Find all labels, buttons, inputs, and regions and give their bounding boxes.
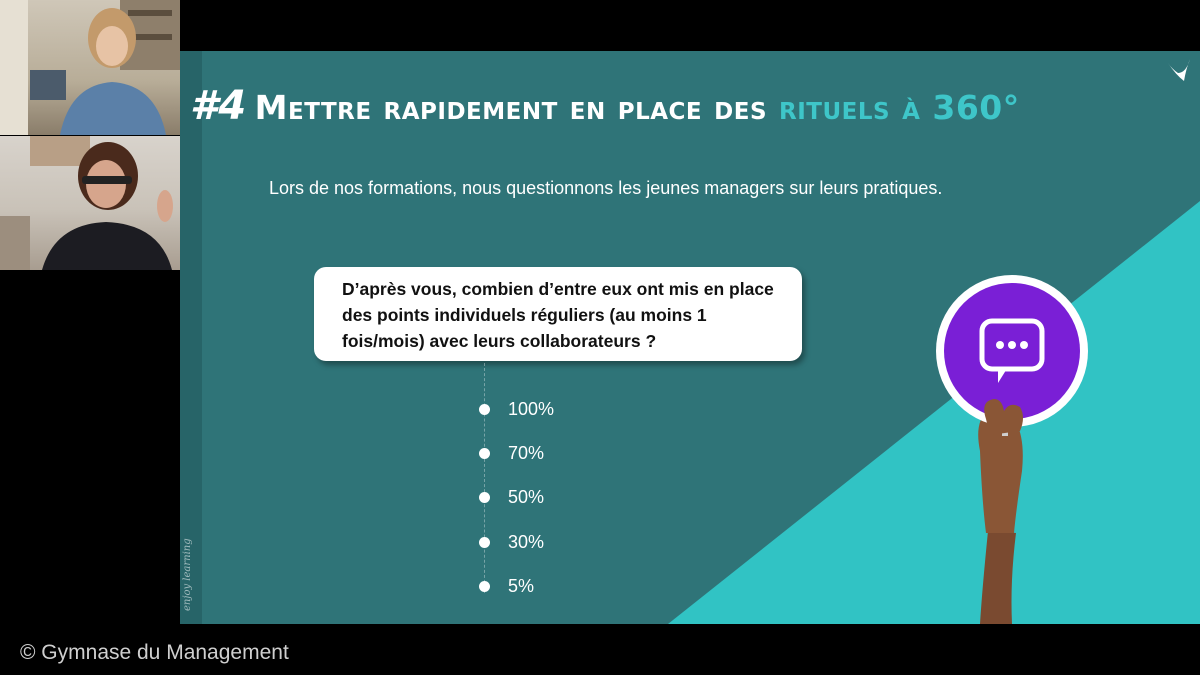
bullet-dot (479, 536, 490, 548)
question-box: D’après vous, combien d’entre eux ont mi… (314, 267, 802, 361)
slide-watermark: enjoy learning (182, 538, 193, 611)
slide-subtitle: Lors de nos formations, nous questionnon… (269, 178, 943, 198)
option-item: 50% (479, 485, 544, 509)
title-accent: rituels à 360° (779, 88, 1020, 127)
option-label: 30% (508, 531, 545, 552)
option-label: 50% (508, 486, 545, 507)
participant-1-image (0, 0, 180, 135)
chat-bubble-icon (979, 318, 1045, 383)
bullet-dot (479, 403, 490, 415)
option-label: 70% (508, 442, 545, 463)
bullet-dot (479, 491, 490, 503)
options-guide-line (484, 363, 485, 593)
option-item: 5% (479, 574, 534, 598)
slide-title: #4 Mettre rapidement en place des rituels… (190, 83, 1190, 129)
option-item: 70% (479, 441, 544, 465)
title-main: Mettre rapidement en place des (254, 88, 768, 127)
copyright-footer: © Gymnase du Management (20, 641, 289, 664)
option-label: 5% (508, 575, 535, 596)
bullet-dot (479, 580, 490, 592)
option-item: 30% (479, 530, 544, 554)
bullet-dot (479, 447, 490, 459)
hand-badge-illustration (936, 275, 1088, 624)
title-number: #4 (190, 83, 247, 129)
presentation-slide: #4 Mettre rapidement en place des rituels… (180, 51, 1200, 624)
participant-video-1[interactable] (0, 0, 180, 135)
option-item: 100% (479, 397, 554, 421)
participant-video-2[interactable] (0, 136, 180, 270)
leaf-logo-icon (1168, 59, 1190, 81)
participant-2-image (0, 136, 173, 270)
option-label: 100% (508, 398, 555, 419)
slide-side-strip (180, 51, 202, 624)
